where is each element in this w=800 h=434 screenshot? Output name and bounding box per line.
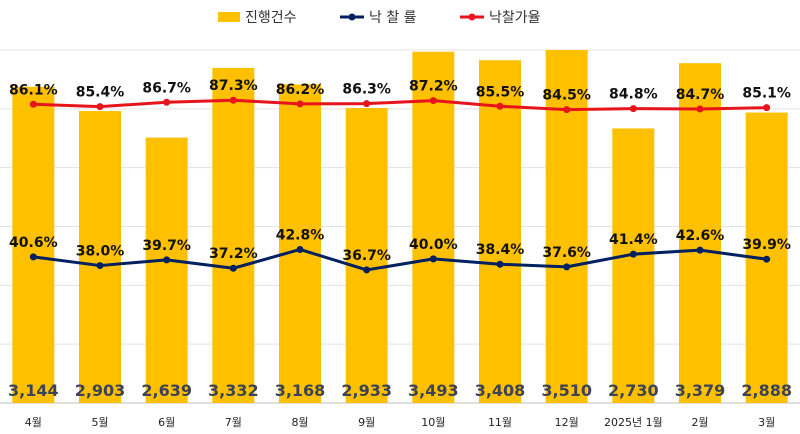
legend-marker	[348, 13, 356, 21]
line-value-label: 86.3%	[342, 82, 391, 98]
bar-value-label: 3,493	[408, 381, 459, 400]
line-point	[29, 253, 37, 261]
line-point	[229, 264, 237, 272]
line-point	[429, 97, 437, 105]
bar	[479, 60, 521, 404]
x-tick-label: 5월	[91, 416, 108, 429]
line-value-label: 84.8%	[609, 87, 658, 103]
line-point	[29, 100, 37, 108]
bar-value-label: 2,639	[141, 381, 192, 400]
line-point	[563, 106, 571, 114]
bar-value-label: 3,510	[541, 381, 592, 400]
x-tick-label: 12월	[555, 416, 579, 429]
bar	[679, 63, 721, 403]
x-tick-label: 4월	[25, 416, 42, 429]
line-value-label: 87.3%	[209, 78, 258, 94]
line-value-label: 39.7%	[142, 238, 191, 254]
legend-marker	[468, 13, 476, 21]
bar-value-label: 3,379	[675, 381, 726, 400]
line-point	[429, 255, 437, 263]
bar-series	[12, 50, 788, 404]
line-value-label: 86.7%	[142, 80, 191, 96]
bar	[79, 111, 121, 403]
bar-value-label: 3,144	[8, 381, 59, 400]
line-value-label: 37.6%	[542, 245, 591, 261]
bar	[612, 128, 655, 403]
line-value-label: 37.2%	[209, 246, 258, 262]
line-value-label: 86.2%	[276, 82, 325, 98]
line-point	[496, 102, 504, 110]
line-point	[696, 105, 704, 113]
bar-value-labels: 3,144 2,903 2,639 3,332 3,168 2,933 3,493 3,408…	[8, 381, 792, 400]
bar	[12, 86, 55, 404]
bar-value-label: 3,332	[208, 381, 259, 400]
line-point	[163, 256, 171, 264]
gridlines	[0, 49, 800, 404]
line-point	[363, 266, 371, 274]
line-value-label: 85.5%	[476, 84, 525, 100]
line-value-label: 87.2%	[409, 79, 458, 95]
line-value-label: 38.4%	[476, 242, 525, 258]
line-point	[296, 245, 304, 253]
line-value-label: 42.6%	[676, 228, 725, 244]
series-line	[33, 98, 767, 112]
line-value-label: 39.9%	[742, 237, 791, 253]
line-point	[629, 105, 637, 113]
line-point	[96, 103, 104, 111]
line-point	[296, 100, 304, 108]
line-point	[763, 104, 771, 112]
line-value-label: 84.7%	[676, 87, 725, 103]
line-point	[96, 262, 104, 270]
bar	[412, 51, 455, 403]
bar	[212, 67, 255, 403]
x-tick-label: 3월	[758, 416, 775, 429]
x-tick-label: 9월	[358, 416, 375, 429]
x-tick-label: 11월	[488, 416, 512, 429]
x-tick-label: 6월	[158, 416, 175, 429]
bar	[279, 84, 321, 404]
bar-value-label: 2,903	[75, 381, 126, 400]
legend-label: 낙찰가율	[489, 10, 541, 26]
line-point	[229, 96, 237, 104]
legend: 진행건수 낙 찰 률 낙찰가율	[218, 10, 541, 26]
line-point	[629, 250, 637, 258]
line-value-label: 84.5%	[542, 88, 591, 104]
bar-value-label: 2,888	[741, 381, 792, 400]
x-tick-label: 7월	[225, 416, 242, 429]
line-value-label: 42.8%	[276, 227, 325, 243]
bar	[145, 137, 188, 403]
line-point	[363, 100, 371, 108]
x-tick-label: 2월	[691, 416, 708, 429]
legend-swatch	[218, 12, 240, 22]
bar-value-label: 3,168	[275, 381, 326, 400]
line-value-label: 36.7%	[342, 248, 391, 264]
line-value-labels: 86.1% 85.4% 86.7% 87.3% 86.2% 86.3% 87.2% 85.5%…	[9, 78, 791, 264]
line-value-label: 41.4%	[609, 232, 658, 248]
line-value-label: 85.4%	[76, 85, 125, 101]
bar-value-label: 2,730	[608, 381, 659, 400]
x-tick-label: 10월	[421, 416, 445, 429]
line-point	[163, 98, 171, 106]
line-point	[763, 255, 771, 263]
line-value-label: 38.0%	[76, 244, 125, 260]
x-tick-label: 2025년 1월	[604, 416, 663, 429]
line-value-label: 40.0%	[409, 237, 458, 253]
bar	[345, 108, 388, 403]
line-point	[563, 263, 571, 271]
x-tick-label: 8월	[291, 416, 308, 429]
line-point	[496, 260, 504, 268]
series-line	[33, 247, 767, 272]
bar-value-label: 2,933	[341, 381, 392, 400]
line-value-label: 85.1%	[742, 86, 791, 102]
line-value-label: 86.1%	[9, 82, 58, 98]
line-value-label: 40.6%	[9, 235, 58, 251]
legend-label: 진행건수	[245, 10, 297, 26]
x-axis: 4월 5월 6월 7월 8월 9월 10월 11월 12월 2025년 1월 2월 3월	[25, 416, 775, 429]
bar-value-label: 3,408	[475, 381, 526, 400]
line-series	[29, 96, 771, 274]
legend-label: 낙 찰 률	[369, 10, 417, 26]
line-point	[696, 246, 704, 254]
